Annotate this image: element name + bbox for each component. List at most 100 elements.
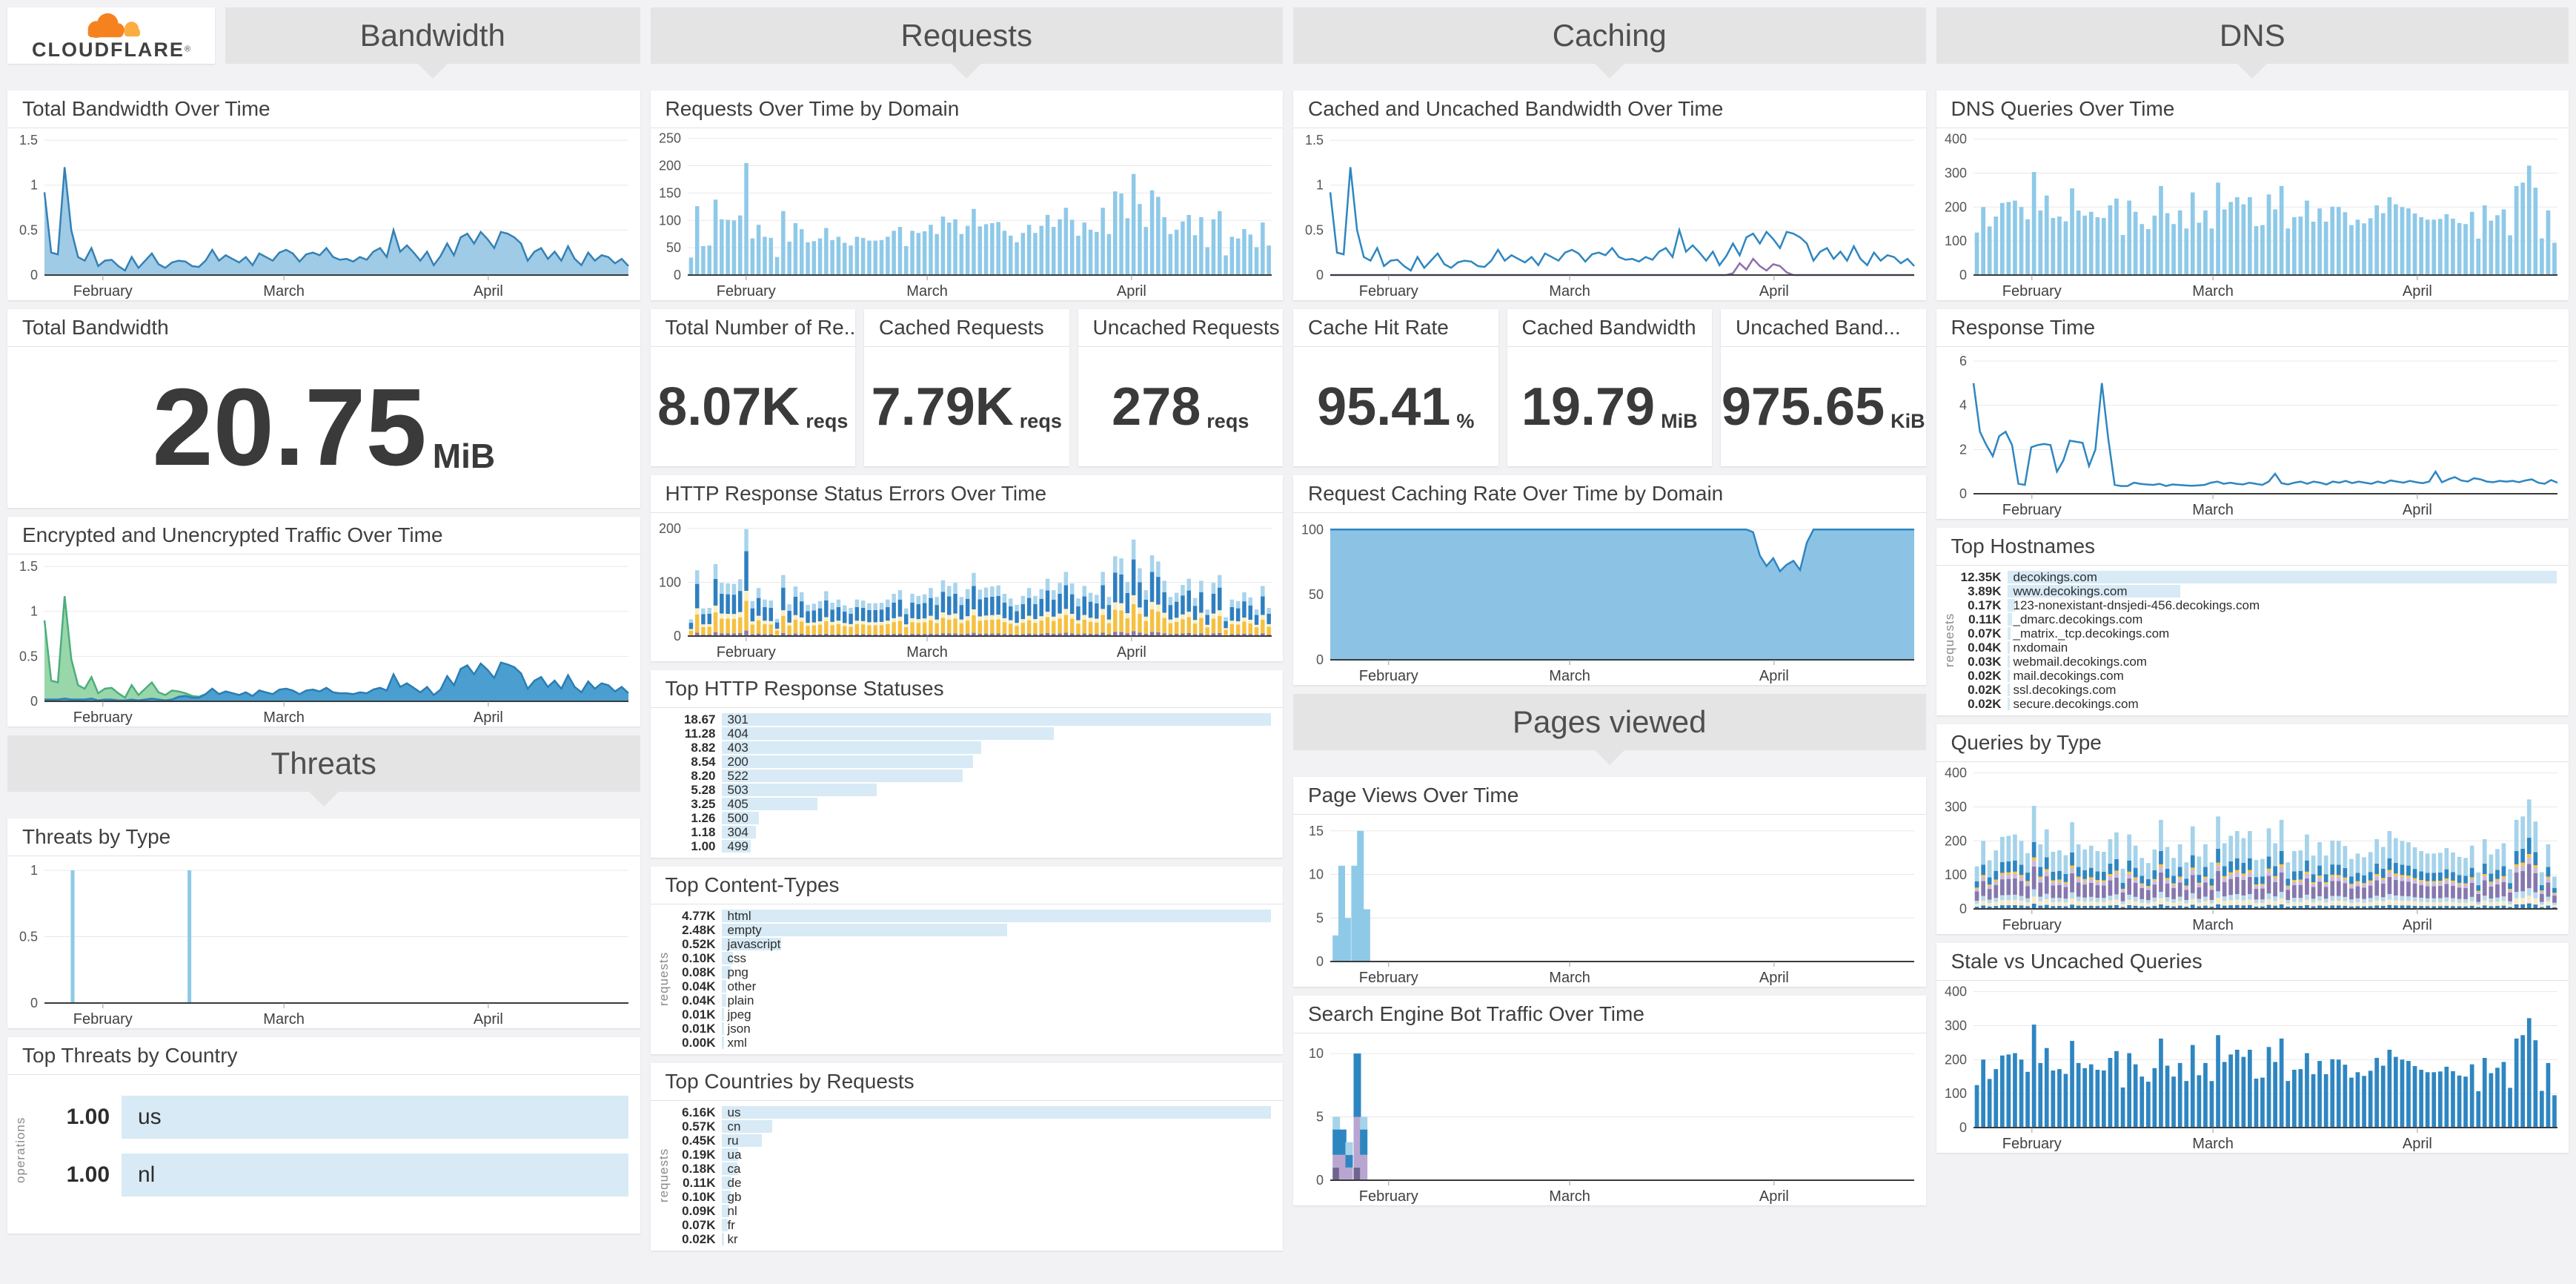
stat-unit: reqs [1019, 409, 1062, 432]
section-title: Caching [1552, 18, 1667, 53]
list-value: 0.10K [682, 950, 716, 965]
list-label: 301 [727, 712, 748, 727]
section-title: Requests [900, 18, 1032, 53]
panel-page-views: Page Views Over Time 0 5 10 15 February March… [1293, 777, 1926, 987]
list-label: html [727, 909, 751, 923]
svg-text:April: April [2402, 502, 2431, 518]
panel-title: Top Threats by Country [7, 1037, 640, 1075]
list-value: 18.67 [683, 712, 716, 727]
horizontal-bar [721, 1205, 730, 1217]
horizontal-bar [2007, 613, 2013, 626]
stat-label: Cached Requests [864, 309, 1069, 347]
svg-text:0: 0 [30, 996, 38, 1010]
svg-text:0: 0 [1959, 901, 1966, 916]
list-value: 0.02K [1968, 682, 2002, 697]
list-row: 1.00 us [33, 1091, 628, 1143]
threats-by-type-chart: 0 0.5 1 February March April [7, 856, 640, 1028]
svg-text:300: 300 [1944, 165, 1966, 180]
list-label: 499 [727, 839, 748, 853]
svg-text:0: 0 [1959, 268, 1966, 282]
list-value: 0.07K [1968, 626, 2002, 641]
list-value: 3.89K [1968, 583, 2002, 598]
list-value: 0.07K [682, 1217, 716, 1232]
list-value: 0.02K [1968, 668, 2002, 683]
list-row: 11.28 404 [673, 727, 1272, 741]
panel-dns-queries: DNS Queries Over Time 0 100 200 300 400 Febru… [1936, 90, 2569, 300]
stat-number: 8.07K [657, 377, 800, 437]
list-row: 0.01K json [673, 1022, 1272, 1036]
panel-title: Encrypted and Unencrypted Traffic Over T… [7, 517, 640, 555]
list-label: cn [727, 1119, 741, 1134]
panel-threats-by-type: Threats by Type 0 0.5 1 February March April [7, 818, 640, 1028]
horizontal-bar [2007, 571, 2557, 583]
list-value: 1.26 [691, 810, 716, 825]
top-content-types-list: 4.77K html 2.48K empty 0.52K javascript 0.10K c… [651, 904, 1284, 1054]
list-row: 0.09K nl [673, 1204, 1272, 1218]
svg-text:5: 5 [1316, 910, 1324, 925]
list-value: 0.04K [682, 979, 716, 993]
list-value: 6.16K [682, 1105, 716, 1119]
encrypted-traffic-chart: 0 0.5 1 1.5 February March April [7, 555, 640, 727]
svg-text:1.5: 1.5 [19, 133, 38, 148]
horizontal-bar [721, 713, 1271, 726]
svg-text:0: 0 [30, 268, 38, 282]
panel-total-bandwidth-over-time: Total Bandwidth Over Time 0 0.5 1 1.5 Februa… [7, 90, 640, 300]
svg-text:200: 200 [1944, 833, 1966, 848]
stat-label: Cached Bandwidth [1507, 309, 1712, 347]
stat-number: 7.79K [871, 377, 1014, 437]
list-value: 4.77K [682, 908, 716, 923]
svg-text:6: 6 [1959, 354, 1966, 368]
svg-text:April: April [1759, 283, 1789, 300]
cloudflare-logo[interactable]: CLOUDFLARE® [7, 7, 215, 64]
svg-text:March: March [1549, 1188, 1590, 1205]
stat-tile-cache-hit-rate: Cache Hit Rate 95.41% [1293, 309, 1498, 466]
panel-queries-by-type: Queries by Type 0 100 200 300 400 February Mar… [1936, 724, 2569, 934]
svg-text:March: March [2192, 283, 2234, 300]
horizontal-bar [721, 966, 731, 979]
section-notch [308, 792, 339, 807]
horizontal-bar [721, 910, 1271, 922]
list-value: 1.18 [691, 824, 716, 839]
panel-requests-over-time: Requests Over Time by Domain 0 50 100 150 20… [650, 90, 1284, 300]
svg-text:200: 200 [1944, 1052, 1966, 1067]
list-label: nxdomain [2013, 641, 2068, 655]
svg-text:0: 0 [1316, 1173, 1324, 1188]
list-row: 3.25 405 [673, 797, 1272, 811]
horizontal-bar [2007, 599, 2015, 612]
list-value: 8.54 [691, 754, 716, 769]
svg-text:April: April [2402, 917, 2431, 933]
horizontal-bar [721, 1162, 738, 1175]
list-value: 0.57K [682, 1119, 716, 1134]
list-label: jpeg [727, 1007, 751, 1022]
horizontal-bar [721, 1219, 728, 1231]
list-label: 522 [727, 769, 748, 783]
stat-number: 278 [1112, 377, 1201, 437]
horizontal-bar [721, 784, 877, 796]
svg-text:February: February [716, 644, 775, 661]
stat-tile-total-requests: Total Number of Re... 8.07K reqs [650, 309, 855, 466]
list-label: 403 [727, 741, 748, 755]
horizontal-bar [2007, 684, 2010, 696]
stat-value: 20.75 MiB [7, 347, 640, 508]
svg-text:100: 100 [658, 213, 680, 228]
horizontal-bar [721, 1022, 724, 1035]
requests-over-time-chart: 0 50 100 150 200 250 February March April [651, 128, 1284, 300]
horizontal-bar [721, 1120, 773, 1133]
section-title: DNS [2219, 18, 2285, 53]
list-label: javascript [727, 937, 781, 951]
horizontal-bar [721, 952, 734, 964]
http-errors-chart: 0 100 200 February March April [651, 513, 1284, 661]
svg-text:300: 300 [1944, 799, 1966, 814]
svg-text:1.5: 1.5 [19, 559, 38, 574]
list-value: 0.04K [1968, 640, 2002, 655]
stat-unit: KiB [1890, 409, 1925, 432]
stat-label: Cache Hit Rate [1293, 309, 1498, 347]
top-countries-list: 6.16K us 0.57K cn 0.45K ru 0.19K ua 0.18K ca 0.11K… [651, 1101, 1284, 1251]
svg-text:0: 0 [1316, 268, 1324, 282]
svg-text:April: April [1759, 1188, 1789, 1205]
top-hostnames-list: 12.35K decokings.com 3.89K www.decokings.co… [1936, 566, 2569, 715]
stat-number: 975.65 [1721, 377, 1885, 437]
list-row: 8.82 403 [673, 741, 1272, 755]
list-value: 0.11K [1968, 612, 2002, 626]
list-value: 0.19K [682, 1147, 716, 1162]
